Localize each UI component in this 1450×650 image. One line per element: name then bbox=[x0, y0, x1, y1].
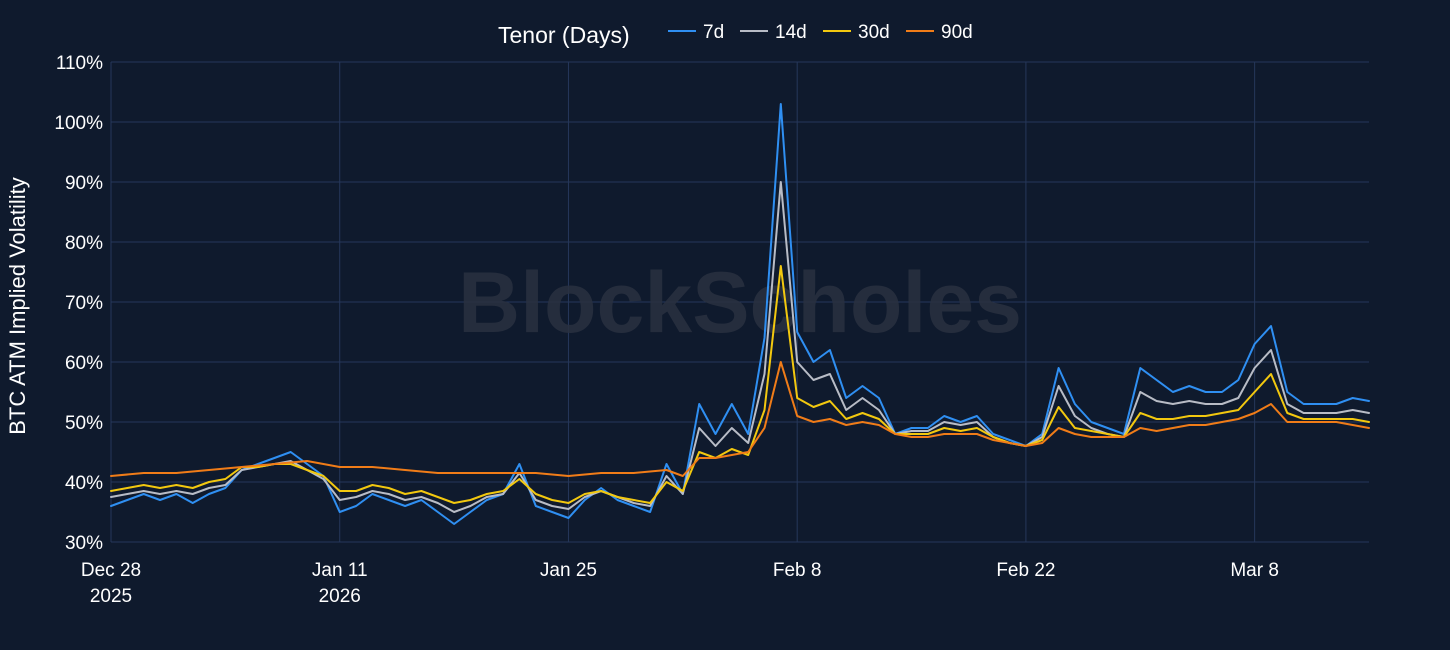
grid-layer bbox=[110, 61, 1369, 543]
y-tick-label: 40% bbox=[65, 473, 103, 494]
legend-item-90d[interactable]: 90d bbox=[906, 22, 973, 43]
x-tick-year-label: 2025 bbox=[90, 586, 132, 607]
legend-title: Tenor (Days) bbox=[498, 22, 630, 48]
x-tick-label: Dec 28 bbox=[81, 560, 141, 581]
series-line-14d[interactable] bbox=[110, 181, 1370, 513]
y-tick-label: 50% bbox=[65, 413, 103, 434]
y-tick-label: 80% bbox=[65, 233, 103, 254]
x-tick-label: Mar 8 bbox=[1230, 560, 1279, 581]
y-tick-label: 30% bbox=[65, 533, 103, 554]
legend-label: 30d bbox=[858, 22, 890, 43]
x-tick-label: Jan 11 bbox=[312, 560, 368, 581]
series-layer bbox=[110, 103, 1370, 525]
x-tick-label: Feb 8 bbox=[773, 560, 822, 581]
series-line-90d[interactable] bbox=[110, 361, 1370, 477]
x-tick-label: Feb 22 bbox=[996, 560, 1055, 581]
y-tick-label: 60% bbox=[65, 353, 103, 374]
y-tick-label: 90% bbox=[65, 173, 103, 194]
legend-item-14d[interactable]: 14d bbox=[740, 22, 807, 43]
x-tick-label: Jan 25 bbox=[540, 560, 597, 581]
legend-item-7d[interactable]: 7d bbox=[668, 22, 724, 43]
watermark: BlockScholes bbox=[458, 255, 1022, 351]
y-axis-title: BTC ATM Implied Volatility bbox=[5, 177, 30, 435]
y-tick-label: 70% bbox=[65, 293, 103, 314]
series-line-30d[interactable] bbox=[110, 265, 1370, 504]
legend[interactable]: Tenor (Days) 7d 14d 30d 90d bbox=[498, 22, 973, 48]
legend-item-30d[interactable]: 30d bbox=[823, 22, 890, 43]
legend-label: 14d bbox=[775, 22, 807, 43]
x-tick-year-label: 2026 bbox=[319, 586, 361, 607]
legend-label: 7d bbox=[703, 22, 724, 43]
axes-layer: 30% 40% 50% 60% 70% 80% 90% 100% 110% Dec 28 2025 J… bbox=[54, 53, 1279, 607]
legend-items[interactable]: 7d 14d 30d 90d bbox=[668, 22, 973, 43]
legend-label: 90d bbox=[941, 22, 973, 43]
y-tick-label: 110% bbox=[56, 53, 103, 74]
y-tick-label: 100% bbox=[54, 113, 103, 134]
